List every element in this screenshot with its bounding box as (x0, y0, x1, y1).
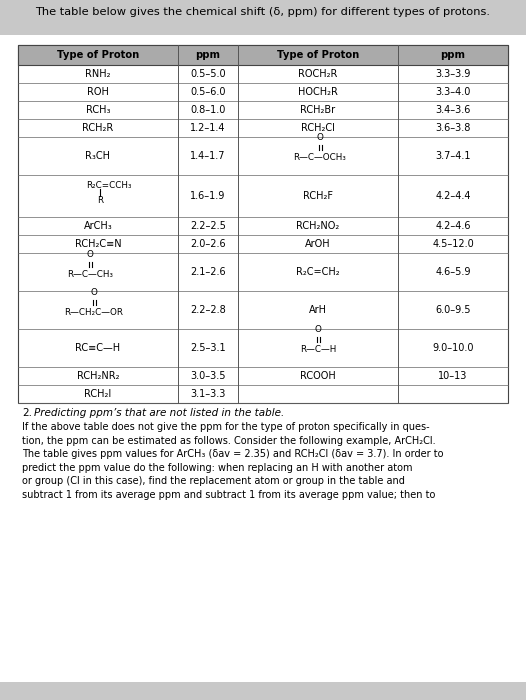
Text: 4.6–5.9: 4.6–5.9 (435, 267, 471, 277)
Text: ArCH₃: ArCH₃ (84, 221, 113, 231)
Text: 2.2–2.5: 2.2–2.5 (190, 221, 226, 231)
Text: O: O (90, 288, 97, 298)
Text: RCH₂F: RCH₂F (303, 191, 333, 201)
Text: 0.5–5.0: 0.5–5.0 (190, 69, 226, 79)
Text: O: O (317, 133, 323, 142)
Text: 1.2–1.4: 1.2–1.4 (190, 123, 226, 133)
Text: RC≡C—H: RC≡C—H (75, 343, 120, 353)
Text: RCH₂R: RCH₂R (83, 123, 114, 133)
Text: HOCH₂R: HOCH₂R (298, 87, 338, 97)
Text: RCOOH: RCOOH (300, 371, 336, 381)
Text: RCH₂Cl: RCH₂Cl (301, 123, 335, 133)
Text: 0.5–6.0: 0.5–6.0 (190, 87, 226, 97)
Bar (18, 45, 508, 403)
Text: Type of Proton: Type of Proton (277, 50, 359, 60)
Text: The table below gives the chemical shift (δ, ppm) for different types of protons: The table below gives the chemical shift… (35, 7, 491, 17)
Text: RCH₂NR₂: RCH₂NR₂ (77, 371, 119, 381)
Text: 4.2–4.4: 4.2–4.4 (435, 191, 471, 201)
Text: Type of Proton: Type of Proton (57, 50, 139, 60)
Text: 3.3–4.0: 3.3–4.0 (436, 87, 471, 97)
Text: 3.4–3.6: 3.4–3.6 (436, 105, 471, 115)
Text: 10–13: 10–13 (438, 371, 468, 381)
Text: R₃CH: R₃CH (86, 151, 110, 161)
Text: 2.5–3.1: 2.5–3.1 (190, 343, 226, 353)
Text: 0.8–1.0: 0.8–1.0 (190, 105, 226, 115)
Text: R—C—CH₃: R—C—CH₃ (67, 270, 113, 279)
Text: 3.6–3.8: 3.6–3.8 (436, 123, 471, 133)
Text: ppm: ppm (196, 50, 220, 60)
Text: ArOH: ArOH (305, 239, 331, 249)
Text: Predicting ppm’s that are not listed in the table.: Predicting ppm’s that are not listed in … (34, 408, 284, 418)
Text: R: R (97, 196, 103, 205)
Text: 1.4–1.7: 1.4–1.7 (190, 151, 226, 161)
Text: 1.6–1.9: 1.6–1.9 (190, 191, 226, 201)
Text: R₂C=CCH₃: R₂C=CCH₃ (86, 181, 132, 190)
Text: 3.3–3.9: 3.3–3.9 (436, 69, 471, 79)
Text: RCH₂Br: RCH₂Br (300, 105, 336, 115)
Text: RCH₂I: RCH₂I (84, 389, 112, 399)
Text: 2.0–2.6: 2.0–2.6 (190, 239, 226, 249)
Text: ROCH₂R: ROCH₂R (298, 69, 338, 79)
Text: 3.7–4.1: 3.7–4.1 (435, 151, 471, 161)
Text: 2.: 2. (22, 408, 32, 418)
Text: R—C—H: R—C—H (300, 344, 336, 354)
Text: 3.1–3.3: 3.1–3.3 (190, 389, 226, 399)
Text: 4.5–12.0: 4.5–12.0 (432, 239, 474, 249)
Text: ppm: ppm (440, 50, 466, 60)
Text: 2.1–2.6: 2.1–2.6 (190, 267, 226, 277)
Text: 9.0–10.0: 9.0–10.0 (432, 343, 474, 353)
Text: O: O (315, 326, 321, 334)
Text: 3.0–3.5: 3.0–3.5 (190, 371, 226, 381)
Bar (0, 682, 526, 700)
Bar (18, 45, 508, 65)
Text: 6.0–9.5: 6.0–9.5 (435, 305, 471, 315)
Text: ROH: ROH (87, 87, 109, 97)
Text: R—CH₂C—OR: R—CH₂C—OR (65, 308, 124, 317)
Text: 2.2–2.8: 2.2–2.8 (190, 305, 226, 315)
Text: RCH₃: RCH₃ (86, 105, 110, 115)
Bar (0, 0, 526, 35)
Text: RNH₂: RNH₂ (85, 69, 111, 79)
Text: ArH: ArH (309, 305, 327, 315)
Text: RCH₂NO₂: RCH₂NO₂ (296, 221, 340, 231)
Text: R—C—OCH₃: R—C—OCH₃ (294, 153, 347, 162)
Text: 4.2–4.6: 4.2–4.6 (435, 221, 471, 231)
Text: R₂C=CH₂: R₂C=CH₂ (296, 267, 340, 277)
Text: RCH₂C≡N: RCH₂C≡N (75, 239, 122, 249)
Text: O: O (87, 251, 94, 259)
Text: If the above table does not give the ppm for the type of proton specifically in : If the above table does not give the ppm… (22, 422, 443, 500)
